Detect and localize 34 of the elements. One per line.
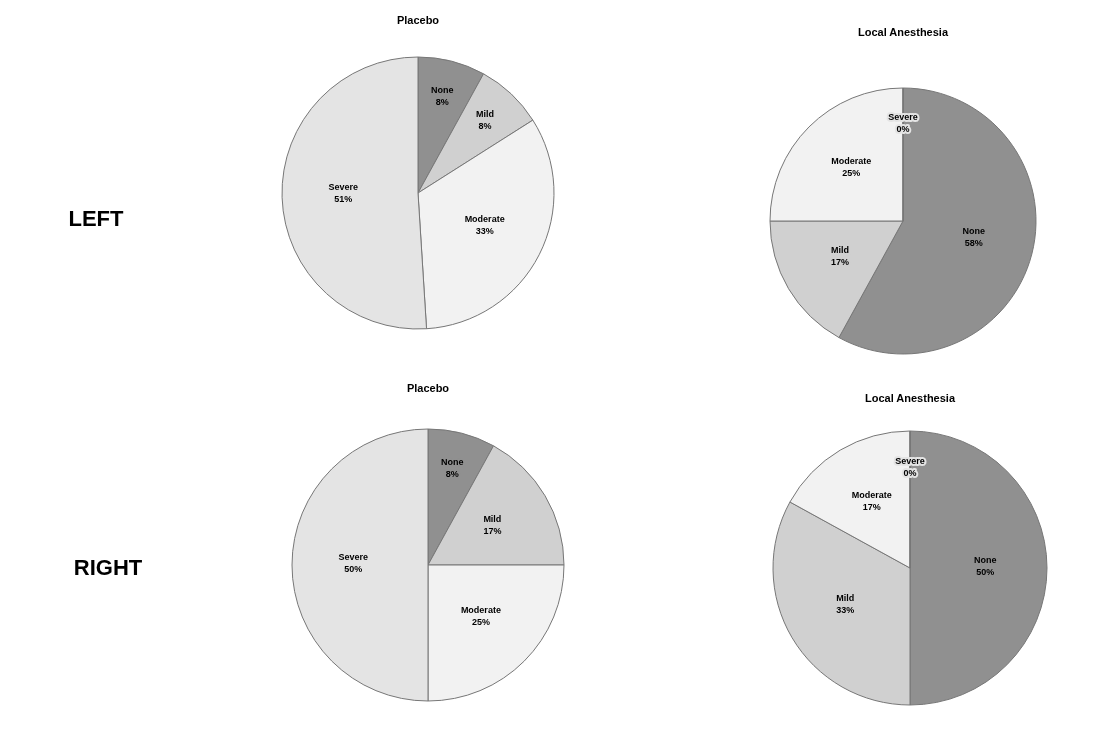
- data-label: 8%: [435, 97, 449, 108]
- slice-label: Mild: [476, 108, 495, 119]
- data-label: 8%: [478, 120, 492, 131]
- chart-title: Placebo: [396, 14, 440, 26]
- data-label: 8%: [445, 469, 459, 480]
- slice-label: Mild: [483, 513, 502, 524]
- text: RIGHT: [73, 555, 143, 580]
- slice-label: Moderate: [460, 604, 501, 615]
- data-label: 17%: [862, 502, 881, 513]
- slice-label: Severe: [338, 552, 368, 562]
- chart-title: Local Anesthesia: [857, 26, 949, 38]
- data-label: 17%: [831, 257, 850, 268]
- text: LEFT: [68, 206, 125, 231]
- data-label: 25%: [471, 616, 490, 627]
- slice-label: Severe: [328, 182, 358, 193]
- slice-label: Mild: [831, 245, 850, 256]
- data-label: 51%: [334, 194, 353, 205]
- slice-label: Moderate: [851, 490, 892, 501]
- slice-label: Moderate: [831, 156, 872, 167]
- slice-label: None: [974, 555, 997, 565]
- data-label: 50%: [976, 567, 995, 577]
- data-label: 50%: [344, 564, 363, 574]
- slice-label: None: [962, 226, 986, 237]
- slice-label: None: [441, 457, 464, 468]
- slice-label: Moderate: [464, 213, 505, 224]
- slice-label: None: [431, 85, 454, 96]
- data-label: 58%: [964, 238, 983, 249]
- chart-title: Placebo: [406, 382, 450, 394]
- chart-title: Local Anesthesia: [864, 392, 956, 404]
- data-label: 25%: [842, 168, 861, 179]
- data-label: 33%: [836, 605, 855, 616]
- data-label: 33%: [475, 225, 494, 236]
- data-label: 17%: [483, 525, 502, 536]
- slice-label: Mild: [836, 593, 855, 604]
